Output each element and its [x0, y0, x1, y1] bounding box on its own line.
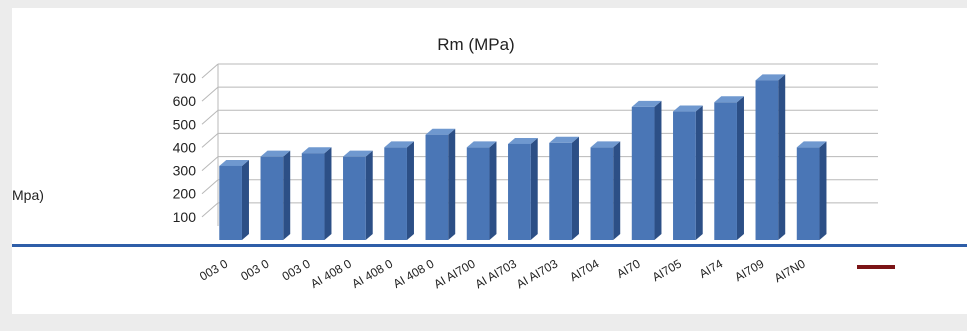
bar-side	[241, 159, 249, 240]
y-axis-label: Mpa)	[12, 187, 44, 203]
x-tick-label: 003 0	[238, 256, 271, 283]
chart-title: Rm (MPa)	[437, 35, 514, 54]
bar-top	[590, 141, 621, 148]
bar	[260, 150, 291, 240]
baseline	[12, 244, 967, 269]
bar-top	[508, 137, 538, 144]
bar-front	[673, 111, 696, 240]
baseline-band	[12, 244, 967, 247]
x-tick-label: AI 408 0	[349, 256, 395, 291]
bar	[425, 128, 456, 240]
bar-side	[489, 141, 497, 240]
bar-top	[755, 74, 786, 81]
bar-top	[384, 141, 414, 148]
gridline-diag	[201, 86, 219, 102]
bar-top	[343, 150, 373, 157]
x-tick-label: AI 408 0	[391, 256, 437, 291]
bar-side	[736, 96, 744, 240]
bar-front	[631, 106, 655, 240]
bar-front	[549, 142, 572, 240]
bar	[384, 141, 414, 240]
y-tick-label: 500	[173, 116, 197, 132]
bar-top	[796, 141, 827, 148]
bar-front	[343, 156, 366, 240]
y-tick-label: 300	[173, 163, 197, 179]
gridline-diag	[201, 109, 219, 125]
y-tick-label: 700	[173, 70, 197, 86]
x-tick-label: AI AI703	[514, 256, 561, 291]
bar-front	[755, 80, 779, 240]
bar-side	[365, 150, 373, 240]
bar-front	[508, 143, 531, 240]
bar-side	[571, 136, 579, 240]
bar-top	[673, 105, 703, 112]
bar-side	[324, 147, 332, 240]
bar-side	[406, 141, 414, 240]
bar	[590, 141, 621, 240]
bar-top	[260, 150, 291, 157]
x-tick-label: AI70	[614, 256, 643, 281]
gridline-diag	[201, 156, 219, 171]
bar-front	[466, 147, 490, 240]
bar-side	[695, 105, 703, 240]
bar-side	[530, 137, 538, 240]
x-tick-label: AI704	[567, 256, 601, 284]
bar-top	[631, 100, 662, 107]
bar-top	[466, 141, 497, 148]
gridline-diag	[201, 63, 219, 79]
x-tick-label: AI74	[697, 256, 726, 281]
bar-side	[613, 141, 621, 240]
bar	[755, 74, 786, 240]
bar-front	[714, 102, 737, 240]
bar-front	[425, 134, 449, 240]
bar	[631, 100, 662, 240]
gridline-diag	[201, 179, 219, 195]
bar-front	[219, 165, 242, 240]
bar	[466, 141, 497, 240]
chart-frame: Rm (MPa) Mpa) 100 200 300 400 500 600 700 003 …	[12, 8, 967, 314]
x-tick-label: AI AI700	[431, 256, 478, 291]
bar	[219, 159, 249, 240]
accent-mark	[857, 265, 895, 269]
bars	[219, 74, 827, 240]
bar-top	[714, 96, 744, 103]
bar-side	[448, 128, 456, 240]
bar-side	[283, 150, 291, 240]
bar	[796, 141, 827, 240]
y-tick-label: 200	[173, 186, 197, 202]
x-tick-label: AI705	[650, 256, 684, 284]
bar-top	[301, 147, 332, 154]
bar	[343, 150, 373, 240]
y-tick-label: 100	[173, 209, 197, 225]
bar-front	[301, 153, 325, 240]
bar	[549, 136, 579, 240]
bar-front	[796, 147, 820, 240]
bar	[508, 137, 538, 240]
bar-front	[260, 156, 284, 240]
x-tick-label: AI 408 0	[308, 256, 354, 291]
y-tick-label: 400	[173, 139, 197, 155]
x-tick-label: AI7N0	[772, 256, 808, 285]
x-tick-label: 003 0	[197, 256, 230, 283]
chart-svg: Rm (MPa) Mpa) 100 200 300 400 500 600 700 003 …	[12, 35, 967, 291]
bar-front	[384, 147, 407, 240]
bar-top	[425, 128, 456, 135]
bar	[301, 147, 332, 240]
bar-side	[778, 74, 786, 240]
bar	[673, 105, 703, 240]
bar-side	[654, 100, 662, 240]
bar-top	[549, 136, 579, 143]
x-tick-labels: 003 0 003 0 003 0AI 408 0AI 408 0AI 408 0A…	[197, 256, 808, 291]
bar-top	[219, 159, 249, 166]
bar-front	[590, 147, 614, 240]
y-tick-labels: 100 200 300 400 500 600 700	[173, 70, 197, 225]
x-tick-label: AI709	[732, 256, 766, 284]
y-tick-label: 600	[173, 93, 197, 109]
bar	[714, 96, 744, 240]
bar-side	[819, 141, 827, 240]
gridline-diag	[201, 202, 219, 218]
x-tick-label: AI AI703	[473, 256, 520, 291]
gridline-diag	[201, 133, 219, 148]
